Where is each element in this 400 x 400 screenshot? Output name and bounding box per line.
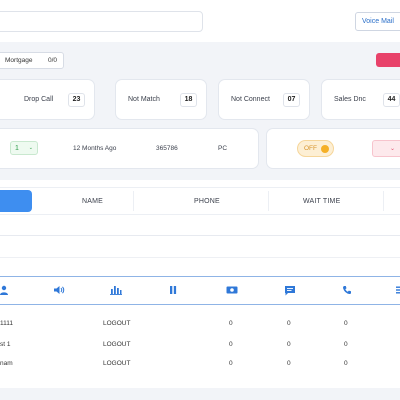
chevron-down-icon: ⌄ [389,146,395,152]
chevron-down-icon: ⌄ [28,145,33,151]
status-toggle[interactable]: OFF [297,140,334,157]
agent-count: 0 [344,360,348,367]
column-phone[interactable]: PHONE [194,198,220,205]
menu-icon[interactable] [394,284,400,296]
agent-count: 0 [344,341,348,348]
stat-value: 07 [283,92,300,107]
stat-label: Drop Call [24,96,54,103]
line-select-value: 1 [15,144,19,152]
time-ago: 12 Months Ago [73,145,117,152]
agent-count: 0 [229,320,233,327]
column-name[interactable]: NAME [82,198,104,205]
stat-label: Not Match [128,96,160,103]
agent-count: 0 [287,320,291,327]
agent-status: LOGOUT [103,320,131,327]
campaign-name: Mortgage [5,57,33,64]
bar-chart-icon[interactable] [110,284,122,296]
stat-card-not-connect: Not Connect 07 [218,79,310,120]
chat-icon[interactable] [284,284,296,296]
stat-value: 44 [383,92,400,107]
agent-info-card [0,128,259,169]
voicemail-button[interactable]: Voice Mail [355,12,400,31]
stat-card-sales-dnc: Sales Dnc 44 [321,79,400,120]
column-divider [268,191,269,211]
column-divider [383,191,384,211]
column-divider [133,191,134,211]
pause-icon[interactable] [167,284,179,296]
agent-count: 0 [229,341,233,348]
stat-card-not-match: Not Match 18 [115,79,207,120]
agent-count: 0 [344,320,348,327]
line-select[interactable]: 1 ⌄ [10,141,38,155]
toggle-knob [321,145,329,153]
stat-value: 18 [180,92,197,107]
action-button[interactable] [376,53,400,67]
agent-name: 1111 [0,320,14,327]
money-icon[interactable] [226,284,238,296]
divider [0,257,400,258]
divider [0,235,400,236]
footer-strip [0,388,400,400]
stat-value: 23 [68,92,85,107]
info-number: 365786 [156,145,178,152]
agent-count: 0 [287,360,291,367]
active-tab[interactable] [0,190,32,212]
campaign-chip[interactable]: Mortgage 0/0 [0,52,64,69]
user-icon[interactable] [0,284,10,296]
search-input[interactable] [0,11,203,32]
toggle-label: OFF [304,145,317,152]
pause-reason-select[interactable]: ⌄ [372,140,400,157]
device-type: PC [218,145,228,152]
campaign-count: 0/0 [47,57,57,64]
table-header [0,187,400,215]
phone-icon[interactable] [341,284,353,296]
agent-count: 0 [287,341,291,348]
agent-name: nam [0,360,13,367]
agent-count: 0 [229,360,233,367]
stat-card-drop-call: Drop Call 23 [0,79,95,120]
agent-status: LOGOUT [103,341,131,348]
agent-toolbar [0,276,400,305]
agent-name: st 1 [0,341,11,348]
speaker-icon[interactable] [53,284,65,296]
stat-label: Sales Dnc [334,96,366,103]
agent-status: LOGOUT [103,360,131,367]
stat-label: Not Connect [231,96,270,103]
column-wait-time[interactable]: WAIT TIME [303,198,341,205]
